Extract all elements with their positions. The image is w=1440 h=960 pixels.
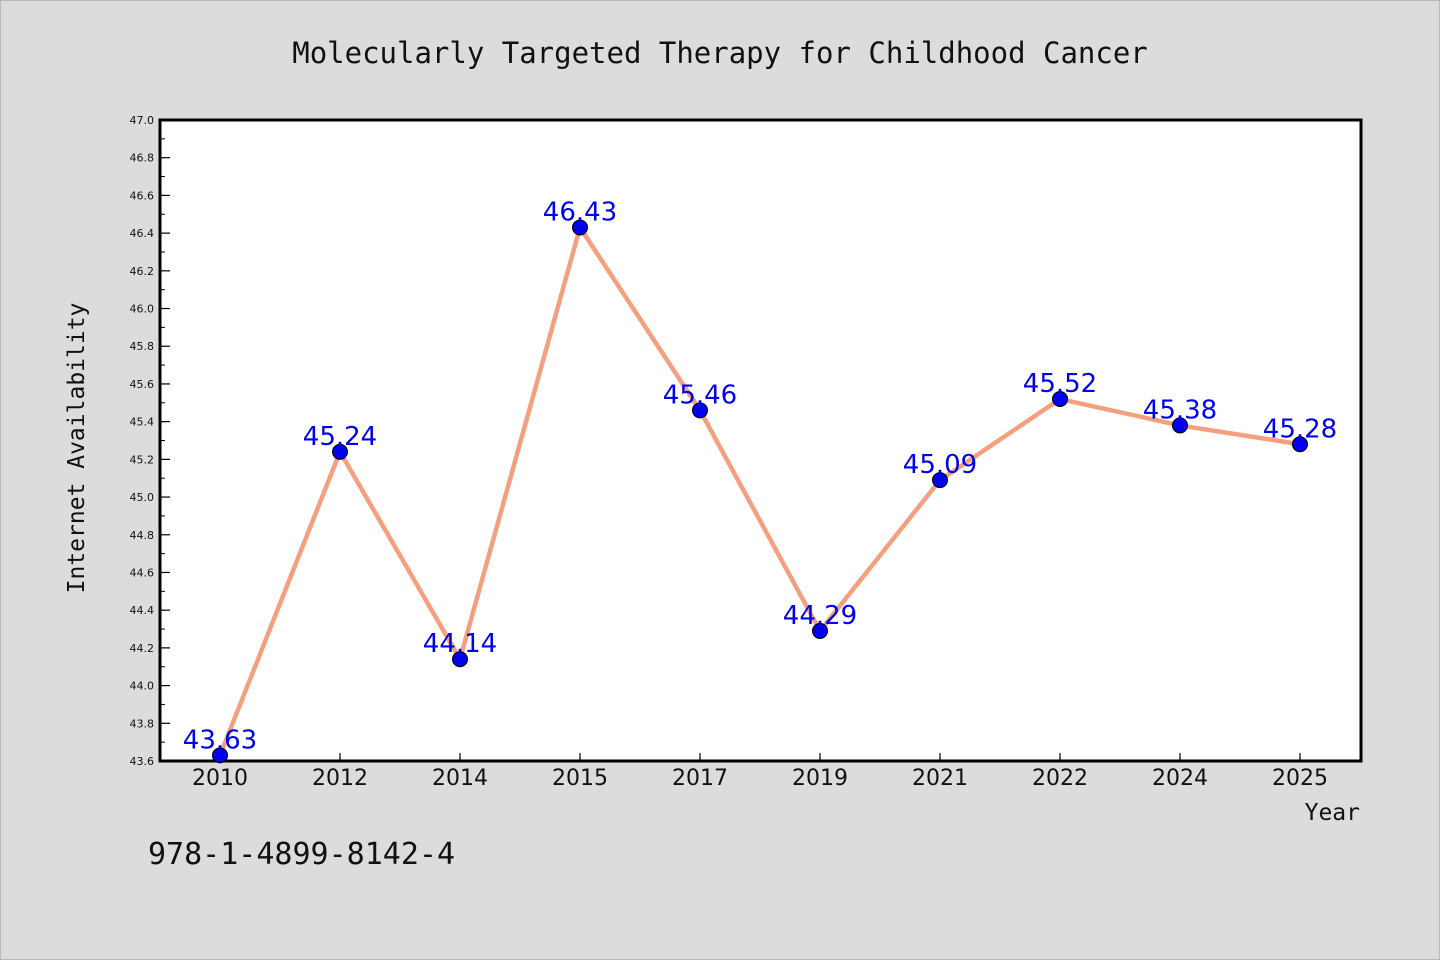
y-tick-label: 44.2 <box>130 642 155 655</box>
y-tick-label: 43.8 <box>130 717 155 730</box>
x-tick-label: 2017 <box>672 766 728 791</box>
series-line <box>217 225 1301 757</box>
x-tick-label: 2015 <box>552 766 608 791</box>
y-axis-label: Internet Availability <box>64 303 90 594</box>
data-point <box>332 443 348 460</box>
y-tick-label: 46.8 <box>130 152 155 165</box>
data-point <box>1292 436 1308 453</box>
data-point <box>932 472 948 489</box>
x-tick-label: 2021 <box>912 766 968 791</box>
data-point <box>1172 417 1188 434</box>
data-point <box>572 219 588 236</box>
y-axis: 43.6 43.8 44.0 44.2 44.4 44.6 44.8 45.0 45.2 45.4… <box>130 114 170 768</box>
markers-group <box>212 219 1308 764</box>
y-tick-label: 45.4 <box>130 416 155 429</box>
data-label: 45.46 <box>663 380 737 410</box>
data-point <box>692 402 708 419</box>
data-point <box>452 651 468 668</box>
data-label: 44.14 <box>423 629 497 659</box>
data-point <box>1052 391 1068 408</box>
data-label: 44.29 <box>783 601 857 631</box>
x-axis: 2010 2012 2014 2015 2017 2019 2021 2022 2024 2025 <box>192 753 1328 791</box>
y-tick-label: 45.0 <box>130 491 155 504</box>
y-tick-label: 43.6 <box>130 755 155 768</box>
data-label: 45.52 <box>1023 369 1097 399</box>
data-labels-group: 43.63 45.24 44.14 46.43 45.46 44.29 45.09 45.52… <box>183 197 1337 755</box>
y-tick-label: 45.2 <box>130 453 155 466</box>
y-tick-label: 46.2 <box>130 265 155 278</box>
y-tick-label: 46.6 <box>130 189 155 202</box>
isbn-footnote: 978-1-4899-8142-4 <box>148 837 455 872</box>
x-tick-label: 2024 <box>1152 766 1208 791</box>
y-tick-label: 46.0 <box>130 303 155 316</box>
data-label: 43.63 <box>183 725 257 755</box>
y-tick-label: 45.6 <box>130 378 155 391</box>
data-label: 45.28 <box>1263 414 1337 444</box>
chart-title: Molecularly Targeted Therapy for Childho… <box>292 36 1148 70</box>
data-point <box>212 747 228 764</box>
x-tick-label: 2012 <box>312 766 368 791</box>
data-label: 45.24 <box>303 422 377 452</box>
y-tick-label: 44.6 <box>130 566 155 579</box>
y-tick-label: 47.0 <box>130 114 155 127</box>
x-tick-label: 2014 <box>432 766 488 791</box>
y-tick-label: 45.8 <box>130 340 155 353</box>
y-tick-label: 44.0 <box>130 680 155 693</box>
x-tick-label: 2025 <box>1272 766 1328 791</box>
series-line-group <box>217 225 1301 757</box>
x-axis-label: Year <box>1305 800 1360 826</box>
data-point <box>812 622 828 639</box>
x-tick-label: 2019 <box>792 766 848 791</box>
y-tick-label: 44.4 <box>130 604 155 617</box>
y-tick-label: 44.8 <box>130 529 155 542</box>
plot-area <box>158 118 1363 763</box>
y-tick-label: 46.4 <box>130 227 155 240</box>
x-tick-label: 2022 <box>1032 766 1088 791</box>
x-tick-label: 2010 <box>192 766 248 791</box>
data-label: 45.09 <box>903 450 977 480</box>
data-label: 46.43 <box>543 197 617 227</box>
data-label: 45.38 <box>1143 395 1217 425</box>
